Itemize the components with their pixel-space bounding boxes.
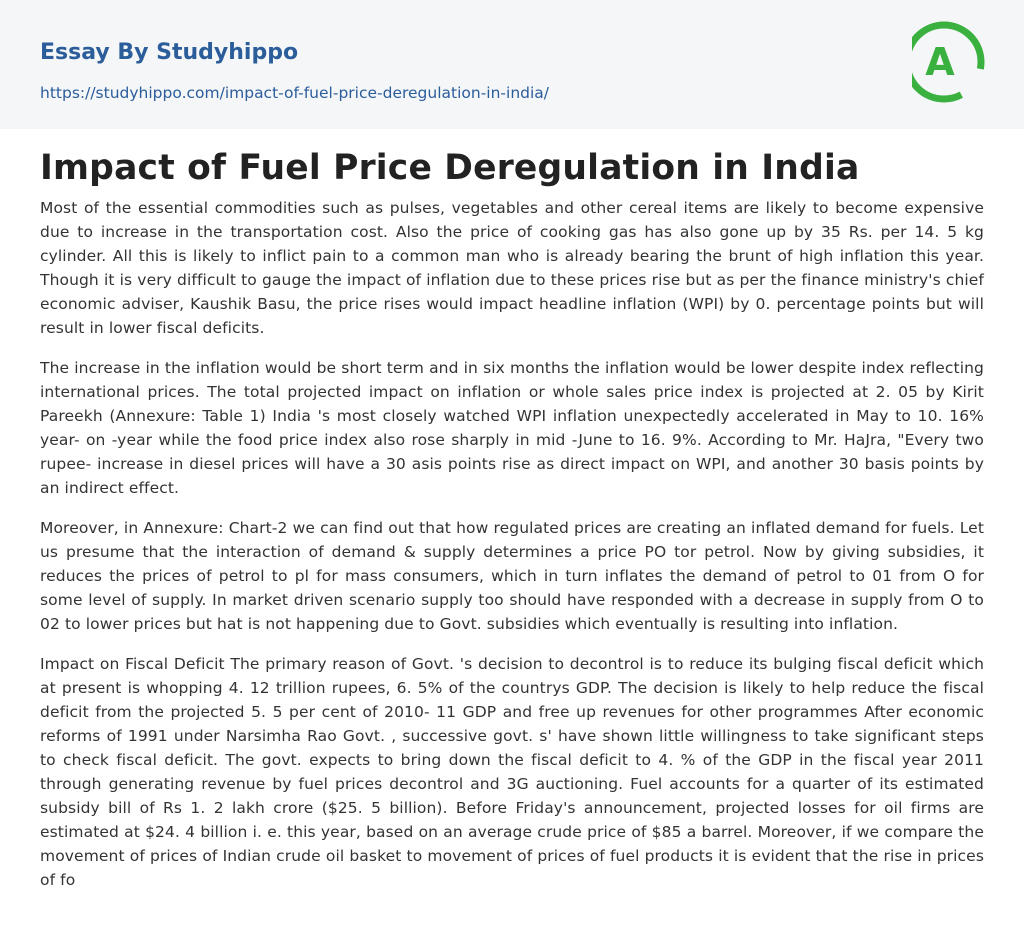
site-header: Essay By Studyhippo https://studyhippo.c… [0,0,1024,129]
article-paragraph-2: The increase in the inflation would be s… [40,359,984,497]
article-title: Impact of Fuel Price Deregulation in Ind… [40,148,860,188]
studyhippo-logo-icon[interactable]: A [903,19,986,105]
article-paragraph-3: Moreover, in Annexure: Chart-2 we can fi… [40,519,984,633]
article-paragraph-4: Impact on Fiscal Deficit The primary rea… [40,655,984,889]
logo-letter: A [925,40,955,84]
article: Impact of Fuel Price Deregulation in Ind… [40,144,984,908]
page-url-link[interactable]: https://studyhippo.com/impact-of-fuel-pr… [40,84,550,102]
article-paragraph-1: Most of the essential commodities such a… [40,199,984,337]
site-name[interactable]: Essay By Studyhippo [40,40,299,65]
logo-svg: A [903,21,985,103]
